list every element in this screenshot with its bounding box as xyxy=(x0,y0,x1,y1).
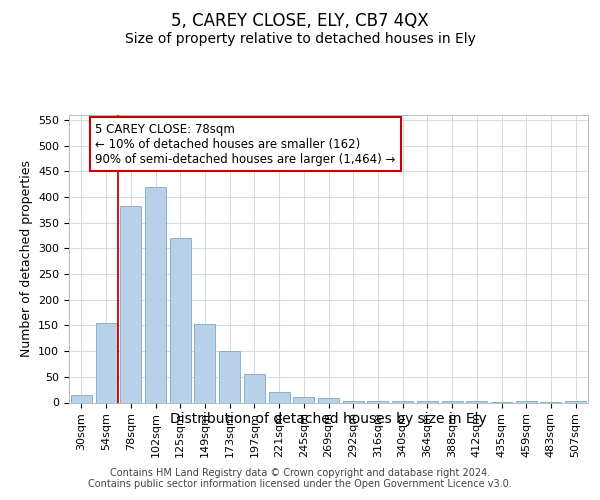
Text: 5 CAREY CLOSE: 78sqm
← 10% of detached houses are smaller (162)
90% of semi-deta: 5 CAREY CLOSE: 78sqm ← 10% of detached h… xyxy=(95,122,395,166)
Text: 5, CAREY CLOSE, ELY, CB7 4QX: 5, CAREY CLOSE, ELY, CB7 4QX xyxy=(171,12,429,30)
Y-axis label: Number of detached properties: Number of detached properties xyxy=(20,160,32,357)
Bar xyxy=(219,351,240,403)
Bar xyxy=(293,398,314,402)
Text: Size of property relative to detached houses in Ely: Size of property relative to detached ho… xyxy=(125,32,475,46)
Bar xyxy=(145,187,166,402)
Bar xyxy=(318,398,339,402)
Bar xyxy=(120,206,141,402)
Bar xyxy=(95,323,116,402)
Bar xyxy=(244,374,265,402)
Bar xyxy=(269,392,290,402)
Bar xyxy=(170,238,191,402)
Text: Distribution of detached houses by size in Ely: Distribution of detached houses by size … xyxy=(170,412,487,426)
Bar xyxy=(565,401,586,402)
Bar xyxy=(194,324,215,402)
Bar xyxy=(71,395,92,402)
Text: Contains HM Land Registry data © Crown copyright and database right 2024.
Contai: Contains HM Land Registry data © Crown c… xyxy=(88,468,512,489)
